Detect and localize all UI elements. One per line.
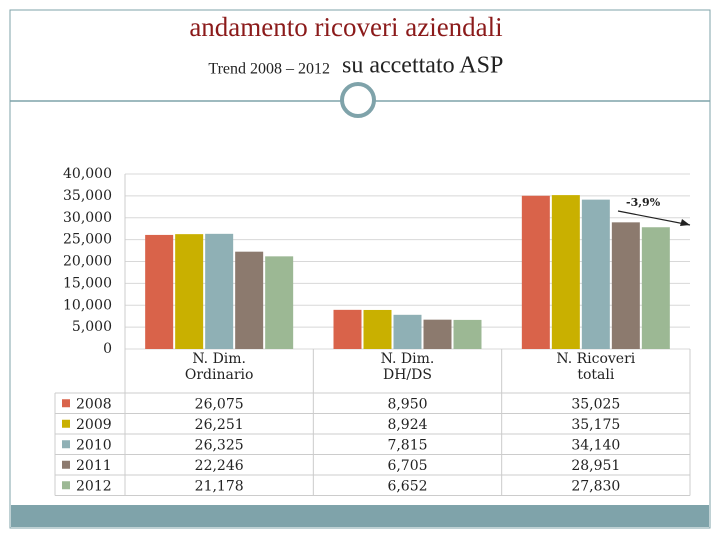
- bar: [235, 251, 264, 349]
- y-tick-label: 15,000: [63, 275, 112, 291]
- category-cell: N. Ricoveri totali: [556, 351, 636, 383]
- bar: [265, 256, 294, 349]
- table-value: 27,830: [571, 478, 620, 494]
- divider-circle: [340, 82, 376, 118]
- category-cell: N. Dim. DH/DS: [380, 351, 435, 383]
- table-value: 6,705: [387, 458, 427, 474]
- bar: [611, 222, 640, 349]
- arrow-head: [680, 219, 690, 226]
- x-tick-label: N. Dim. DH/DS: [380, 351, 435, 383]
- table-value: 35,025: [571, 396, 620, 412]
- annotation: -3,9%: [626, 196, 661, 209]
- y-tick-label: 20,000: [63, 254, 112, 270]
- bar: [205, 233, 234, 349]
- bar: [423, 319, 452, 349]
- table-value: 22,246: [195, 458, 244, 474]
- y-tick-label: 5,000: [72, 319, 112, 335]
- y-tick-label: 30,000: [63, 210, 112, 226]
- title: andamento ricoveri aziendali: [189, 12, 502, 42]
- table-value: 34,140: [571, 437, 620, 453]
- legend-swatch: [62, 440, 70, 449]
- bar: [393, 314, 422, 349]
- legend-swatch: [62, 399, 70, 408]
- table-value: 26,075: [195, 396, 244, 412]
- table-value: 6,652: [387, 478, 427, 494]
- table-value: 8,924: [387, 417, 427, 433]
- category-cell: N. Dim. Ordinario: [184, 351, 254, 383]
- legend-label: 2012: [76, 478, 112, 494]
- x-tick-label: N. Dim. Ordinario: [184, 351, 254, 383]
- table-value: 28,951: [571, 458, 620, 474]
- bar: [363, 309, 392, 349]
- bar: [333, 309, 362, 349]
- table-value: 8,950: [387, 396, 427, 412]
- table-value: 26,325: [195, 437, 244, 453]
- table-value: 26,251: [195, 417, 244, 433]
- footer-bar: [11, 505, 709, 527]
- bar: [551, 195, 580, 349]
- bar: [453, 319, 482, 349]
- legend-swatch: [62, 460, 70, 469]
- bar: [581, 199, 610, 349]
- legend-label: 2011: [76, 458, 112, 474]
- y-tick-label: 25,000: [63, 232, 112, 248]
- bar: [175, 234, 204, 349]
- y-tick-label: 10,000: [63, 297, 112, 313]
- y-tick-label: 40,000: [63, 166, 112, 182]
- table-value: 7,815: [387, 437, 427, 453]
- chart: 0 5,000 10,000 15,000 20,000 25,000 30,000 35,0…: [54, 166, 691, 496]
- legend-label: 2008: [76, 396, 112, 412]
- y-tick-label: 35,000: [63, 188, 112, 204]
- slide-border: [9, 9, 711, 529]
- bar: [145, 234, 174, 349]
- subtitle-large: su accettato ASP: [342, 53, 503, 79]
- x-tick-label: N. Ricoveri totali: [556, 351, 636, 383]
- legend-swatch: [62, 419, 70, 428]
- legend-swatch: [62, 481, 70, 490]
- subtitle-small: Trend 2008 – 2012: [208, 61, 330, 78]
- table-value: 35,175: [571, 417, 620, 433]
- annotation-arrow: [617, 210, 691, 226]
- legend-label: 2009: [76, 417, 112, 433]
- table-value: 21,178: [195, 478, 244, 494]
- legend-label: 2010: [76, 437, 112, 453]
- y-tick-label: 0: [103, 341, 112, 357]
- bar: [641, 227, 670, 349]
- bar: [521, 195, 550, 349]
